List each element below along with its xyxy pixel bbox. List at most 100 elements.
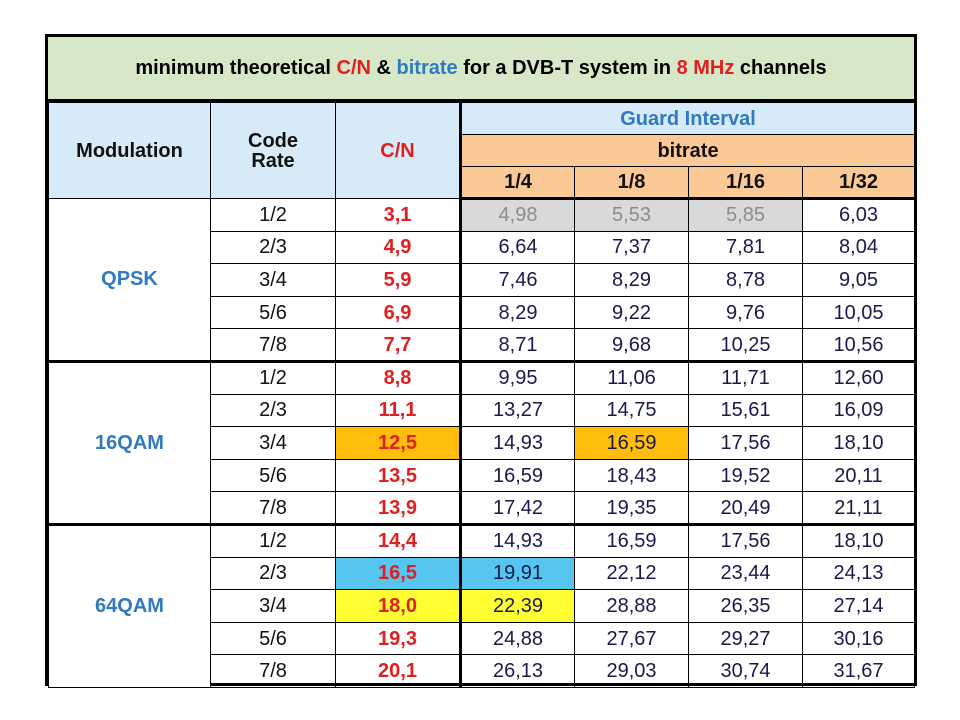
bitrate-cell: 18,10 <box>801 523 916 558</box>
bitrate-cell: 11,06 <box>574 360 689 395</box>
cn-cell: 8,8 <box>335 360 462 395</box>
bitrate-cell: 16,59 <box>574 523 689 558</box>
code-rate-cell: 2/3 <box>210 556 336 591</box>
table-title: minimum theoretical C/N & bitrate for a … <box>48 37 914 102</box>
cn-cell: 13,9 <box>335 491 462 526</box>
code-rate-cell: 5/6 <box>210 295 336 330</box>
bitrate-cell: 14,93 <box>460 426 575 460</box>
header-gi-1-32: 1/32 <box>801 166 916 200</box>
bitrate-cell: 19,52 <box>688 458 803 493</box>
bitrate-cell: 22,12 <box>574 556 689 591</box>
code-rate-cell: 3/4 <box>210 589 336 623</box>
bitrate-cell: 19,35 <box>574 491 689 526</box>
title-part: channels <box>734 56 827 79</box>
cn-cell: 20,1 <box>335 654 462 688</box>
bitrate-cell: 18,43 <box>574 458 689 493</box>
table-row: 2/3 4,9 6,64 7,37 7,81 8,04 <box>49 230 916 265</box>
cn-cell: 12,5 <box>335 426 462 460</box>
bitrate-cell: 16,59 <box>460 458 575 493</box>
bitrate-cell: 20,49 <box>688 491 803 526</box>
cn-cell: 6,9 <box>335 295 462 330</box>
bitrate-cell: 24,88 <box>460 621 575 656</box>
header-row: bitrate <box>49 134 916 167</box>
code-rate-cell: 1/2 <box>210 523 336 558</box>
cn-cell: 4,9 <box>335 230 462 265</box>
code-rate-cell: 7/8 <box>210 328 336 363</box>
bitrate-cell: 31,67 <box>801 654 916 688</box>
code-rate-cell: 5/6 <box>210 621 336 656</box>
bitrate-cell: 17,42 <box>460 491 575 526</box>
bitrate-cell: 7,81 <box>688 230 803 265</box>
header-modulation: Modulation <box>48 102 211 199</box>
title-part: minimum theoretical <box>135 56 337 79</box>
bitrate-cell: 7,46 <box>460 263 575 297</box>
bitrate-cell: 17,56 <box>688 426 803 460</box>
bitrate-cell: 6,03 <box>801 198 916 232</box>
code-rate-cell: 2/3 <box>210 230 336 265</box>
table-row: 2/3 11,1 13,27 14,75 15,61 16,09 <box>49 393 916 428</box>
table-row: 7/8 7,7 8,71 9,68 10,25 10,56 <box>49 328 916 363</box>
header-guard-interval: Guard Interval <box>459 102 916 135</box>
bitrate-cell: 28,88 <box>574 589 689 623</box>
title-bitrate: bitrate <box>396 56 458 79</box>
bitrate-cell: 29,03 <box>574 654 689 688</box>
bitrate-cell: 9,22 <box>574 295 689 330</box>
table-row: 64QAM 1/2 14,4 14,93 16,59 17,56 18,10 <box>48 523 916 688</box>
table-row: 5/6 19,3 24,88 27,67 29,27 30,16 <box>49 621 916 656</box>
bitrate-cell: 7,37 <box>574 230 689 265</box>
bitrate-cell: 8,29 <box>574 263 689 297</box>
cn-cell: 14,4 <box>335 523 462 558</box>
bitrate-cell: 10,05 <box>801 295 916 330</box>
header-code-rate: Code Rate <box>210 102 336 199</box>
bitrate-cell: 13,27 <box>460 393 575 428</box>
title-part: & <box>370 56 397 79</box>
bitrate-cell: 11,71 <box>688 360 803 395</box>
cn-cell: 16,5 <box>335 556 462 591</box>
table-row: 7/8 20,1 26,13 29,03 30,74 31,67 <box>49 654 916 688</box>
bitrate-cell: 16,09 <box>801 393 916 428</box>
bitrate-cell: 21,11 <box>801 491 916 526</box>
bitrate-cell: 9,95 <box>460 360 575 395</box>
header-code-rate-line2: Rate <box>251 149 295 172</box>
bitrate-cell: 24,13 <box>801 556 916 591</box>
bitrate-cell: 26,35 <box>688 589 803 623</box>
header-gi-1-16: 1/16 <box>688 166 803 200</box>
header-gi-1-8: 1/8 <box>574 166 689 200</box>
modulation-cell: 64QAM <box>48 523 211 688</box>
table-row: 3/4 12,5 14,93 16,59 17,56 18,10 <box>49 426 916 460</box>
cn-cell: 18,0 <box>335 589 462 623</box>
code-rate-cell: 7/8 <box>210 491 336 526</box>
title-bandwidth: 8 MHz <box>676 56 735 79</box>
code-rate-cell: 2/3 <box>210 393 336 428</box>
bitrate-cell: 4,98 <box>460 198 575 232</box>
bitrate-cell: 23,44 <box>688 556 803 591</box>
header-row: Modulation Code Rate C/N Guard Interval <box>48 102 916 199</box>
cn-cell: 19,3 <box>335 621 462 656</box>
bitrate-cell: 20,11 <box>801 458 916 493</box>
code-rate-cell: 3/4 <box>210 263 336 297</box>
bitrate-cell: 14,93 <box>460 523 575 558</box>
bitrate-cell: 5,85 <box>688 198 803 232</box>
bitrate-cell: 30,16 <box>801 621 916 656</box>
modulation-cell: QPSK <box>48 198 211 363</box>
bitrate-cell: 16,59 <box>574 426 689 460</box>
bitrate-cell: 14,75 <box>574 393 689 428</box>
header-cn: C/N <box>335 102 462 199</box>
bitrate-cell: 17,56 <box>688 523 803 558</box>
cn-cell: 5,9 <box>335 263 462 297</box>
title-cn: C/N <box>336 56 371 79</box>
cn-cell: 7,7 <box>335 328 462 363</box>
dvbt-table-frame: minimum theoretical C/N & bitrate for a … <box>45 34 917 688</box>
bitrate-cell: 30,74 <box>688 654 803 688</box>
table-row: 2/3 16,5 19,91 22,12 23,44 24,13 <box>49 556 916 591</box>
bitrate-cell: 12,60 <box>801 360 916 395</box>
bitrate-cell: 18,10 <box>801 426 916 460</box>
bitrate-cell: 8,04 <box>801 230 916 265</box>
header-gi-1-4: 1/4 <box>460 166 575 200</box>
bitrate-cell: 10,25 <box>688 328 803 363</box>
bitrate-cell: 27,67 <box>574 621 689 656</box>
table-row: QPSK 1/2 3,1 4,98 5,53 5,85 6,03 <box>48 198 916 363</box>
bitrate-cell: 9,05 <box>801 263 916 297</box>
bitrate-cell: 10,56 <box>801 328 916 363</box>
header-row: 1/4 1/8 1/16 1/32 <box>49 166 916 200</box>
